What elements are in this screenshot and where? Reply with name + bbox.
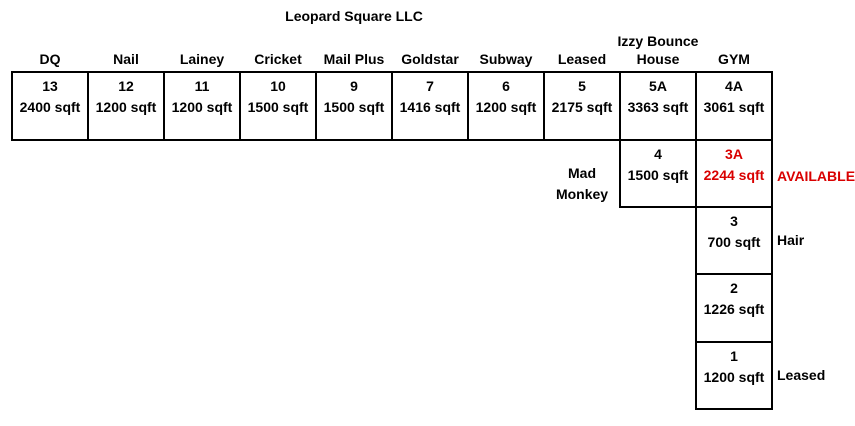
unit-sqft: 1500 sqft [323,99,385,115]
unit-sqft: 3363 sqft [627,99,689,115]
hair-label: Hair [777,232,805,248]
unit-box-9: 9 1500 sqft [315,71,393,141]
column-label-lainey: Lainey [179,51,225,67]
unit-box-1: 1 1200 sqft [695,341,773,410]
unit-number: 2 [730,280,738,296]
unit-box-7: 7 1416 sqft [391,71,469,141]
unit-number: 7 [426,78,434,94]
unit-box-6: 6 1200 sqft [467,71,545,141]
unit-box-11: 11 1200 sqft [163,71,241,141]
column-label-leased: Leased [557,51,607,67]
unit-box-5: 5 2175 sqft [543,71,621,141]
mad-monkey-line2: Monkey [555,186,609,202]
unit-number: 3 [730,213,738,229]
unit-box-4: 4 1500 sqft [619,139,697,208]
unit-sqft: 2400 sqft [19,99,81,115]
unit-sqft: 1500 sqft [247,99,309,115]
unit-box-5a: 5A 3363 sqft [619,71,697,141]
unit-number: 5A [649,78,667,94]
column-label-dq: DQ [39,51,61,67]
unit-box-13: 13 2400 sqft [11,71,89,141]
unit-sqft: 700 sqft [707,234,761,250]
available-label: AVAILABLE [777,168,855,184]
unit-sqft: 1500 sqft [627,167,689,183]
column-label-cricket: Cricket [254,51,302,67]
unit-sqft: 2175 sqft [551,99,613,115]
unit-number: 10 [270,78,286,94]
unit-number: 13 [42,78,58,94]
page-title: Leopard Square LLC [285,8,423,24]
unit-number: 3A [725,146,743,162]
unit-sqft: 1200 sqft [95,99,157,115]
unit-box-10: 10 1500 sqft [239,71,317,141]
leased-label: Leased [777,367,826,383]
unit-number: 4A [725,78,743,94]
unit-number: 9 [350,78,358,94]
unit-sqft: 1416 sqft [399,99,461,115]
unit-number: 12 [118,78,134,94]
mad-monkey-label: Mad Monkey [556,163,608,205]
unit-number: 6 [502,78,510,94]
unit-box-3a-available: 3A 2244 sqft [695,139,773,208]
unit-sqft: 1200 sqft [703,369,765,385]
column-label-goldstar: Goldstar [401,51,459,67]
unit-number: 11 [194,78,210,94]
unit-box-2: 2 1226 sqft [695,273,773,343]
unit-sqft: 1200 sqft [171,99,233,115]
unit-number: 1 [730,348,738,364]
unit-box-12: 12 1200 sqft [87,71,165,141]
column-label-gym: GYM [718,51,750,67]
unit-number: 4 [654,146,662,162]
unit-sqft: 1200 sqft [475,99,537,115]
unit-sqft: 3061 sqft [703,99,765,115]
unit-box-3: 3 700 sqft [695,206,773,275]
unit-box-4a: 4A 3061 sqft [695,71,773,141]
unit-sqft: 2244 sqft [703,167,765,183]
izzy-bounce-label: Izzy Bounce [617,33,699,49]
column-label-house: House [636,51,680,67]
column-label-mail-plus: Mail Plus [323,51,385,67]
column-label-nail: Nail [113,51,139,67]
unit-number: 5 [578,78,586,94]
column-label-subway: Subway [479,51,533,67]
unit-sqft: 1226 sqft [703,301,765,317]
mad-monkey-line1: Mad [568,165,596,181]
